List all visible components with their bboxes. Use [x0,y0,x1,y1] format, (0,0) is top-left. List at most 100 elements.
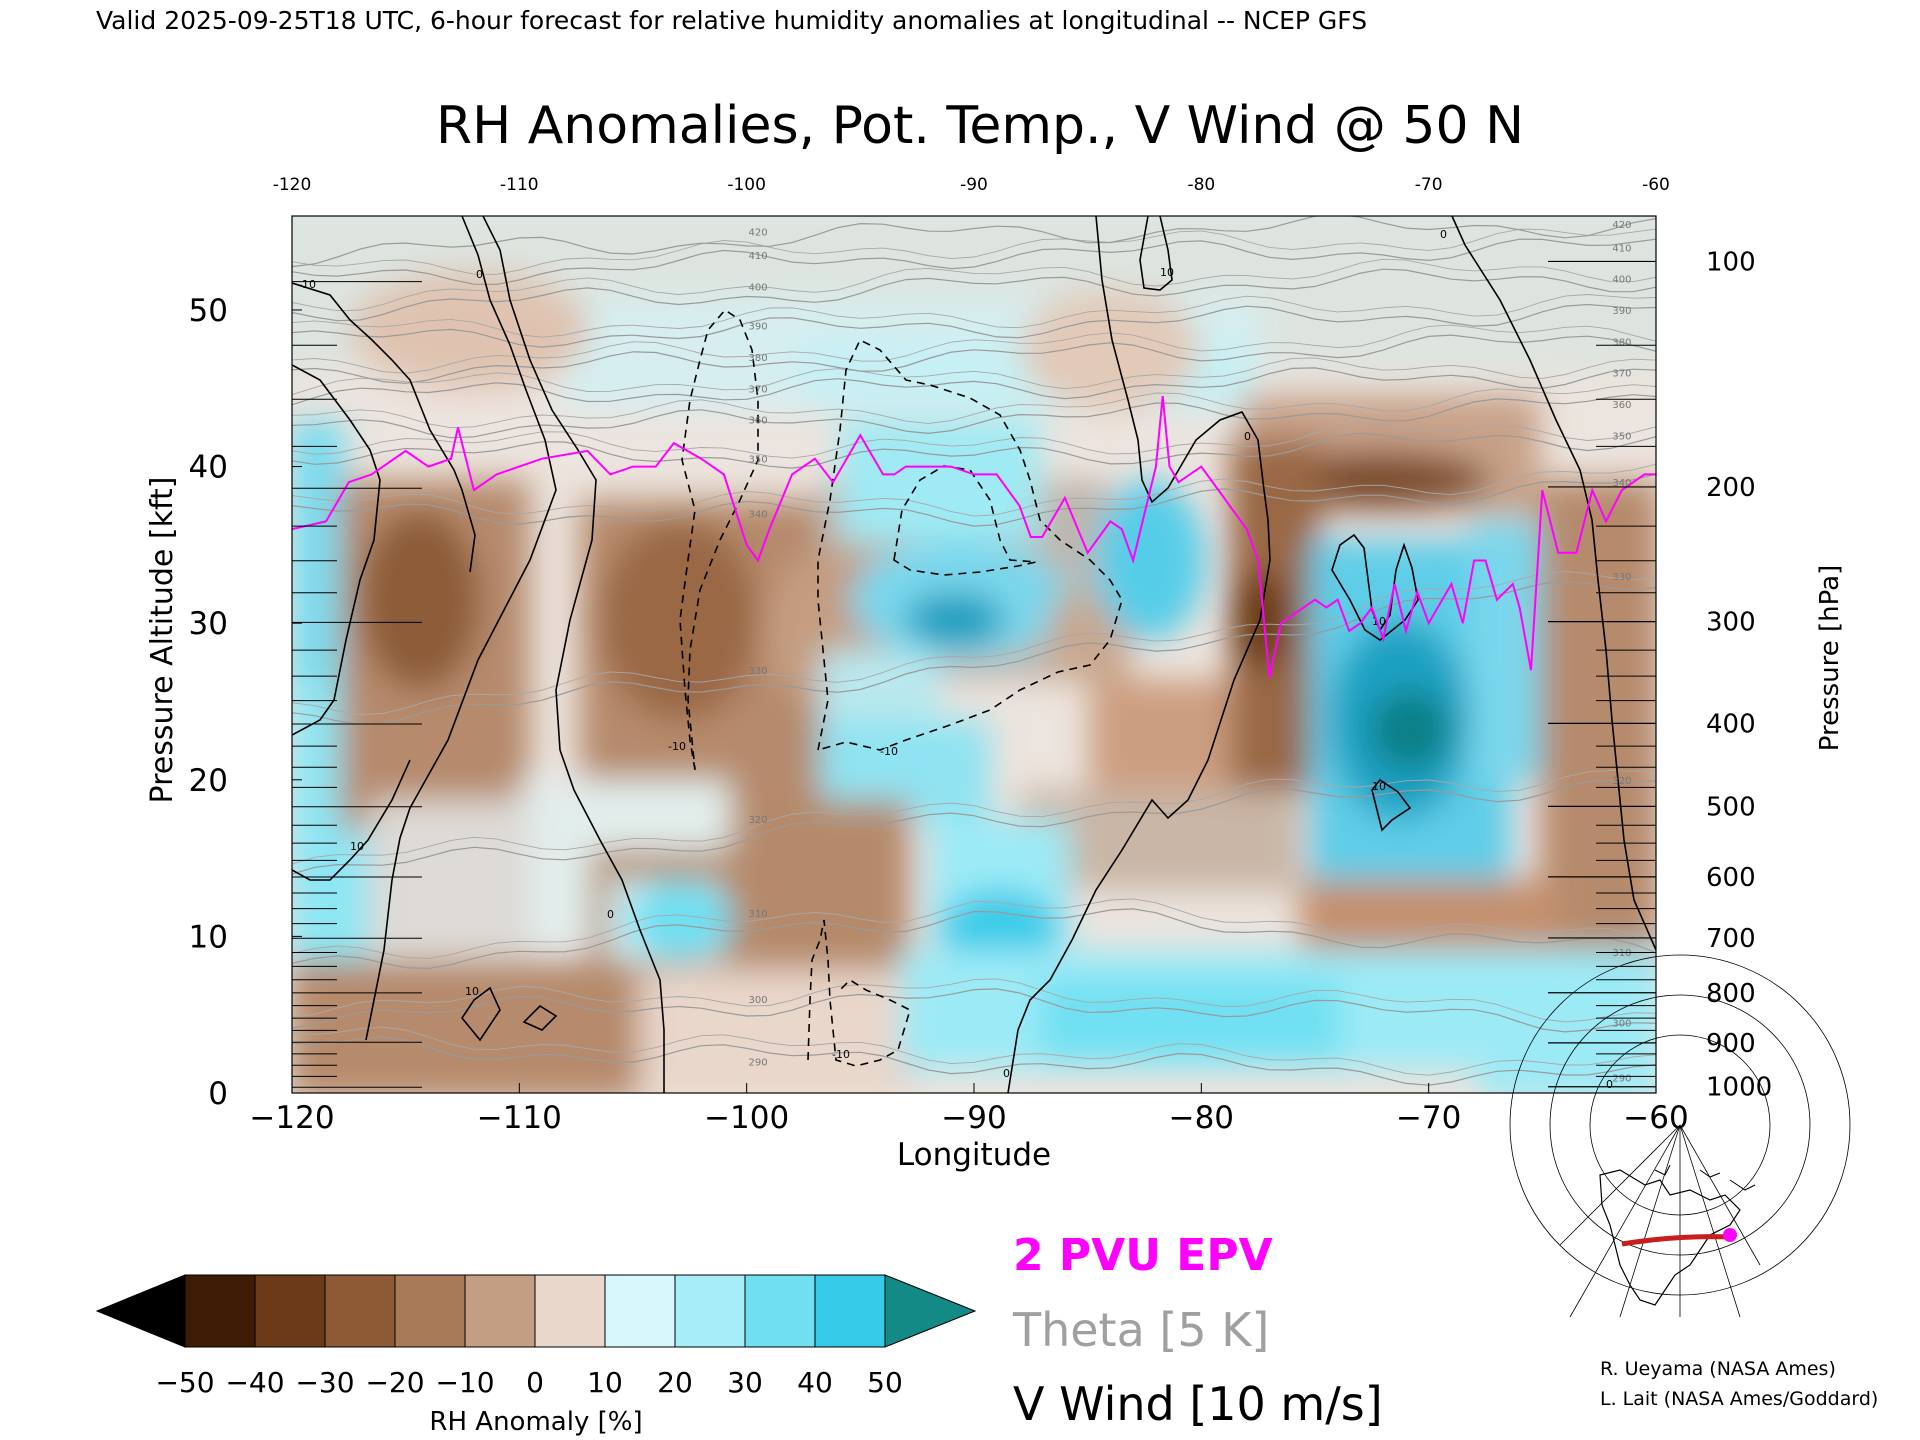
x-tick-label: −70 [1396,1100,1461,1136]
colorbar-tick-label: 20 [657,1366,693,1399]
colorbar-over-triangle [884,1274,977,1348]
vwind-contour-neg-10-inner [893,465,1037,576]
epv-2pvu-line [292,396,1656,679]
y-tick-label: 0 [208,1076,228,1112]
inset-location-marker [1723,1228,1737,1242]
top-tick-label: -90 [960,175,988,195]
theta-contour-minor [292,294,1656,338]
pressure-ticks-left [292,281,422,1088]
y-tick-label: 50 [189,293,228,329]
colorbar-bin [605,1275,675,1347]
colorbar-under-triangle [95,1274,186,1348]
top-tick-label: -60 [1642,175,1670,195]
x-axis-bottom: −120 −110 −100 −90 −80 −70 −60 [249,1083,1689,1136]
theta-label: 420 [748,228,767,239]
x-axis-label: Longitude [897,1137,1051,1173]
theta-label: 380 [1612,337,1631,348]
theta-contour-minor [292,228,1656,275]
y-tick-label: 10 [189,919,228,955]
theta-contour-minor [292,357,1656,396]
top-tick-label: -70 [1415,175,1443,195]
colorbar-bin [675,1275,745,1347]
colorbar-label: RH Anomaly [%] [429,1407,642,1437]
theta-contour [292,394,1656,439]
vwind-contour-10-east-low [1371,778,1412,832]
legend-vwind: V Wind [10 m/s] [1013,1377,1383,1431]
legend-theta: Theta [5 K] [1012,1303,1269,1357]
top-tick-label: -80 [1187,175,1215,195]
pressure-tick-label: 600 [1706,863,1756,893]
theta-contour-minor [292,571,1656,715]
vwind-label: -10 [668,740,686,753]
y-tick-label: 40 [189,450,228,486]
vwind-label: 0 [607,908,614,921]
vwind-label: 0 [476,268,483,281]
x-tick-label: −100 [704,1100,789,1136]
theta-label: 330 [1612,572,1631,583]
theta-label: 370 [1612,369,1631,380]
colorbar-tick-label: −20 [365,1366,424,1399]
colorbar-bin [535,1275,605,1347]
colorbar-bin [325,1275,395,1347]
colorbar-tick-label: 50 [867,1366,903,1399]
colorbar-bin [745,1275,815,1347]
y-axis-right-label: Pressure [hPa] [1815,565,1845,752]
theta-label: 400 [748,282,767,293]
theta-contour [292,473,1656,527]
y-axis-label: Pressure Altitude [kft] [145,477,180,804]
vwind-contours [292,216,1656,1093]
vwind-label: -10 [298,278,316,291]
colorbar-bin [185,1275,255,1347]
vwind-contour-10-northwest [292,282,476,573]
y-axis-left: 0 10 20 30 40 50 [189,293,302,1112]
colorbar-tick-label: −40 [225,1366,284,1399]
theta-contour [292,908,1656,970]
theta-contour-minor [292,1026,1656,1076]
theta-contour-minor [292,384,1656,429]
theta-label: 360 [748,416,767,427]
theta-label: 320 [1612,776,1631,787]
y-tick-label: 20 [189,763,228,799]
colorbar-bin [255,1275,325,1347]
theta-label: 320 [748,815,767,826]
theta-label: 410 [1612,243,1631,254]
pressure-tick-label: 200 [1706,473,1756,503]
vwind-contour-0-west [365,216,557,1041]
top-tick-label: -110 [500,175,539,195]
theta-contour-minor [292,769,1656,865]
pressure-tick-label: 500 [1706,792,1756,822]
x-tick-label: −120 [249,1100,334,1136]
theta-label: 350 [1612,431,1631,442]
pressure-tick-label: 300 [1706,608,1756,638]
theta-label: 310 [1612,948,1631,959]
y-axis-right: 100 200 300 400 500 600 700 800 900 1000 [1548,247,1772,1103]
colorbar-tick-label: −30 [295,1366,354,1399]
theta-label: 370 [748,384,767,395]
colorbar-tick-label: 30 [727,1366,763,1399]
x-tick-label: −90 [941,1100,1006,1136]
x-axis-top: -120 -110 -100 -90 -80 -70 -60 [273,175,1670,195]
theta-contour-minor [292,422,1656,459]
vwind-contour-0-central [1007,216,1271,1093]
vwind-contour-10-surface-mid [522,1004,558,1031]
pressure-tick-label: 800 [1706,979,1756,1009]
theta-label: 420 [1612,220,1631,231]
vwind-label: -10 [880,745,898,758]
colorbar-tick-label: 0 [526,1366,544,1399]
theta-label: 390 [748,322,767,333]
vwind-contour-neg-10-center [817,338,1123,751]
theta-label: 380 [748,353,767,364]
theta-contour-labels: 290 290 300 300 310 310 320 320 330 330 340 340 350 3… [748,220,1631,1085]
pressure-tick-label: 900 [1706,1029,1756,1059]
colorbar-bin [815,1275,885,1347]
inset-coastline [1599,1169,1741,1306]
vwind-label: 10 [350,840,364,853]
colorbar: −50 −40 −30 −20 −10 0 10 20 30 40 50 [95,1274,977,1399]
colorbar-tick-label: −10 [435,1366,494,1399]
theta-contour-minor [292,898,1656,959]
x-tick-label: −60 [1623,1100,1688,1136]
vwind-label: 0 [1606,1078,1613,1091]
x-tick-label: −80 [1169,1100,1234,1136]
chart-title: RH Anomalies, Pot. Temp., V Wind @ 50 N [436,96,1524,156]
theta-label: 290 [748,1058,767,1069]
